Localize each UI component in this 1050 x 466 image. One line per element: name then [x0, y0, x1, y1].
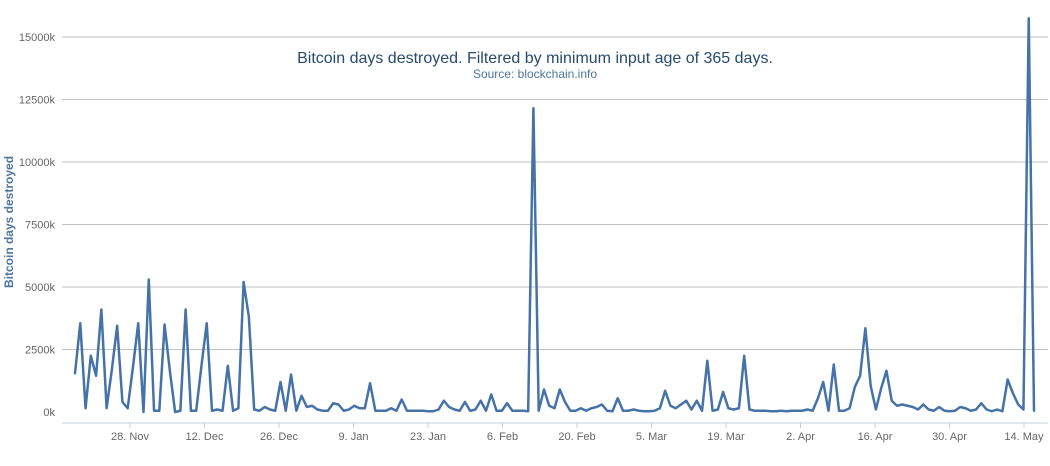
y-tick-label: 12500k — [19, 95, 56, 107]
chart-title: Bitcoin days destroyed. Filtered by mini… — [297, 50, 773, 67]
x-tick-label: 20. Feb — [558, 431, 595, 443]
y-axis-title: Bitcoin days destroyed — [2, 156, 16, 288]
x-tick-label: 28. Nov — [111, 431, 149, 443]
x-tick-label: 23. Jan — [410, 431, 446, 443]
chart-subtitle: Source: blockchain.info — [473, 67, 597, 81]
x-tick-label: 5. Mar — [636, 431, 668, 443]
x-tick-label: 16. Apr — [858, 431, 893, 443]
x-tick-label: 26. Dec — [260, 431, 298, 443]
x-tick-label: 6. Feb — [487, 431, 518, 443]
y-tick-label: 7500k — [25, 220, 55, 232]
x-tick-label: 30. Apr — [932, 431, 967, 443]
y-tick-label: 0k — [43, 407, 55, 419]
y-tick-label: 10000k — [19, 157, 56, 169]
y-tick-label: 2500k — [25, 345, 55, 357]
x-tick-label: 2. Apr — [786, 431, 815, 443]
gridlines — [62, 36, 1048, 350]
x-tick-label: 19. Mar — [707, 431, 745, 443]
y-tick-label: 5000k — [25, 282, 55, 294]
x-tick-label: 14. May — [1004, 431, 1044, 443]
series-layer — [73, 17, 1036, 414]
x-tick-label: 9. Jan — [339, 431, 369, 443]
axes: 0k 2500k 5000k 7500k 10000k 12500k 15000k 28. N… — [19, 32, 1048, 443]
x-tick-label: 12. Dec — [186, 431, 224, 443]
y-tick-label: 15000k — [19, 32, 56, 44]
series-line — [73, 17, 1036, 414]
